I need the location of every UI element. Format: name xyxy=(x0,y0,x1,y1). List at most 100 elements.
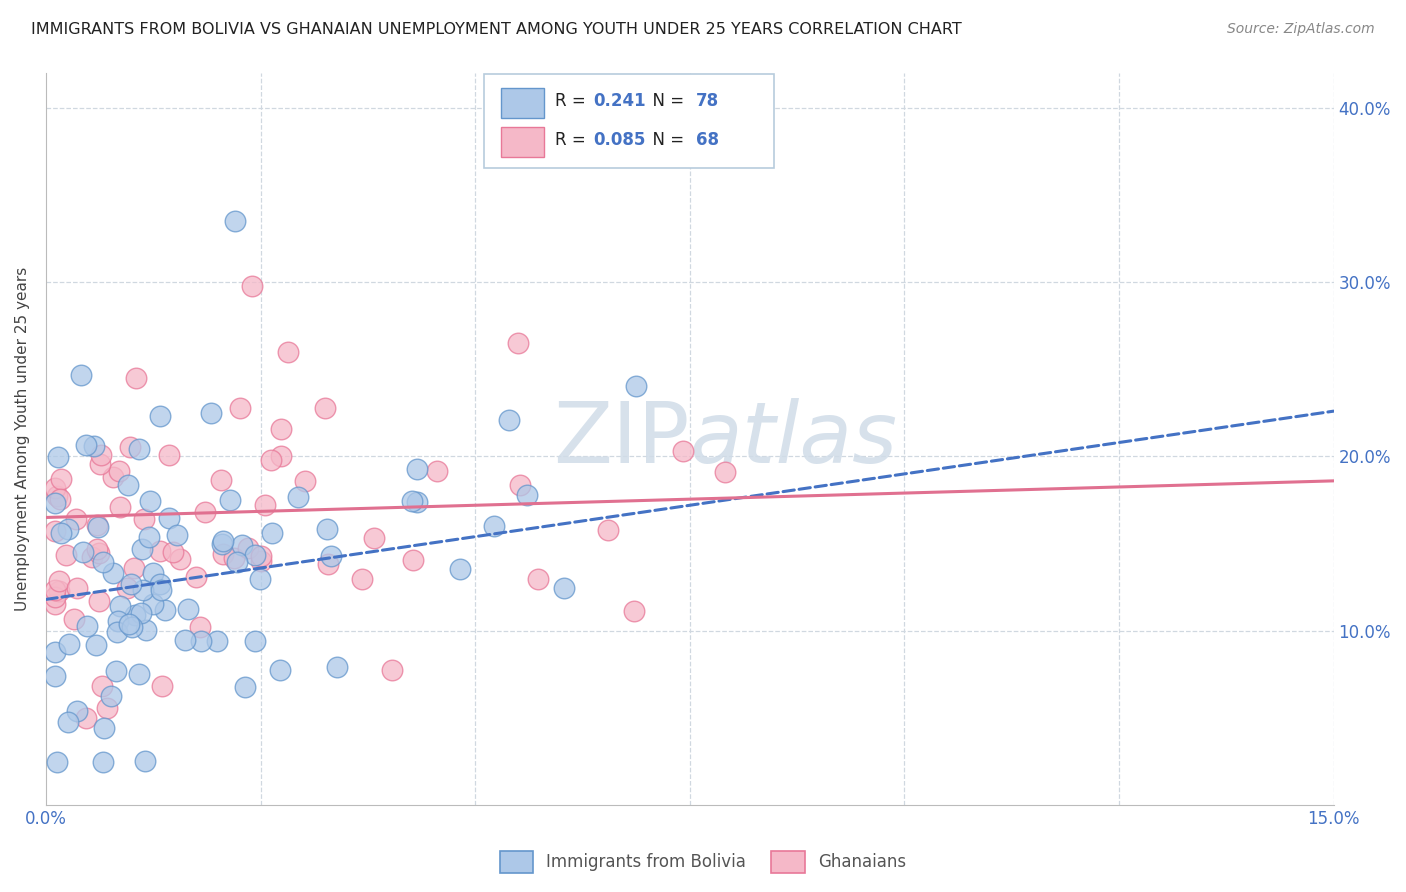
Point xyxy=(66,581,89,595)
Text: IMMIGRANTS FROM BOLIVIA VS GHANAIAN UNEMPLOYMENT AMONG YOUTH UNDER 25 YEARS CORR: IMMIGRANTS FROM BOLIVIA VS GHANAIAN UNEM… xyxy=(31,22,962,37)
Point xyxy=(107,614,129,628)
Point xyxy=(86,518,108,533)
Point xyxy=(319,549,342,563)
Point xyxy=(58,637,80,651)
Point xyxy=(91,755,114,769)
Point xyxy=(121,620,143,634)
Point xyxy=(162,544,184,558)
Point xyxy=(48,583,70,598)
Point xyxy=(598,523,620,537)
Point xyxy=(200,406,222,420)
Point xyxy=(516,488,538,502)
Point xyxy=(326,659,349,673)
Point xyxy=(89,594,111,608)
Point xyxy=(89,457,111,471)
Point xyxy=(84,638,107,652)
Point xyxy=(262,526,284,541)
Point xyxy=(44,524,66,538)
Point xyxy=(231,538,253,552)
Point xyxy=(270,450,292,464)
Point xyxy=(87,546,110,560)
Point xyxy=(236,541,259,555)
Text: 0.085: 0.085 xyxy=(593,131,645,149)
Text: 0.241: 0.241 xyxy=(593,92,645,110)
Point xyxy=(149,544,172,558)
Point xyxy=(402,553,425,567)
Point xyxy=(122,561,145,575)
Point xyxy=(90,448,112,462)
Point xyxy=(149,583,172,598)
Point xyxy=(449,561,471,575)
Point xyxy=(120,577,142,591)
Point xyxy=(484,518,506,533)
Text: 68: 68 xyxy=(696,131,720,149)
Point xyxy=(56,522,79,536)
Point xyxy=(93,721,115,735)
Point xyxy=(222,551,245,566)
Point xyxy=(205,634,228,648)
Point xyxy=(108,599,131,614)
Point xyxy=(96,700,118,714)
Legend: Immigrants from Bolivia, Ghanaians: Immigrants from Bolivia, Ghanaians xyxy=(494,845,912,880)
Point xyxy=(107,624,129,639)
Point xyxy=(125,370,148,384)
Point xyxy=(526,572,548,586)
Point xyxy=(212,547,235,561)
Text: ZIP: ZIP xyxy=(554,398,690,481)
Text: R =: R = xyxy=(554,92,591,110)
Point xyxy=(72,545,94,559)
Point xyxy=(253,499,276,513)
Point xyxy=(63,612,86,626)
Point xyxy=(45,755,67,769)
Point xyxy=(212,534,235,549)
Point xyxy=(90,679,112,693)
Point xyxy=(108,500,131,514)
Point xyxy=(134,512,156,526)
Point xyxy=(49,492,72,507)
Point xyxy=(294,474,316,488)
Point xyxy=(117,478,139,492)
Point xyxy=(118,440,141,454)
Point xyxy=(48,574,70,588)
Point xyxy=(49,472,72,486)
Text: Source: ZipAtlas.com: Source: ZipAtlas.com xyxy=(1227,22,1375,37)
Point xyxy=(149,409,172,423)
Point xyxy=(44,591,66,605)
Y-axis label: Unemployment Among Youth under 25 years: Unemployment Among Youth under 25 years xyxy=(15,267,30,611)
Point xyxy=(229,401,252,416)
Point xyxy=(44,495,66,509)
Point xyxy=(159,448,181,462)
Point xyxy=(270,422,292,436)
Point xyxy=(100,690,122,704)
Point xyxy=(245,633,267,648)
Point xyxy=(259,453,281,467)
Point xyxy=(142,598,165,612)
Point xyxy=(86,542,108,557)
Point xyxy=(101,470,124,484)
Point xyxy=(240,278,263,293)
Point xyxy=(105,664,128,678)
Point xyxy=(138,530,160,544)
Point xyxy=(75,711,97,725)
Point xyxy=(150,679,173,693)
Point xyxy=(173,632,195,647)
Text: R =: R = xyxy=(554,131,591,149)
Point xyxy=(149,577,172,591)
Point xyxy=(209,473,232,487)
Point xyxy=(498,413,520,427)
Point xyxy=(66,704,89,718)
Point xyxy=(250,554,273,568)
Point xyxy=(184,570,207,584)
Point xyxy=(166,527,188,541)
Point xyxy=(277,344,299,359)
Point xyxy=(623,604,645,618)
Point xyxy=(76,619,98,633)
FancyBboxPatch shape xyxy=(501,87,544,119)
Point xyxy=(128,442,150,456)
Point xyxy=(139,494,162,508)
Point xyxy=(219,493,242,508)
Point xyxy=(103,566,125,581)
Point xyxy=(714,465,737,479)
Point xyxy=(509,478,531,492)
Point xyxy=(49,526,72,541)
